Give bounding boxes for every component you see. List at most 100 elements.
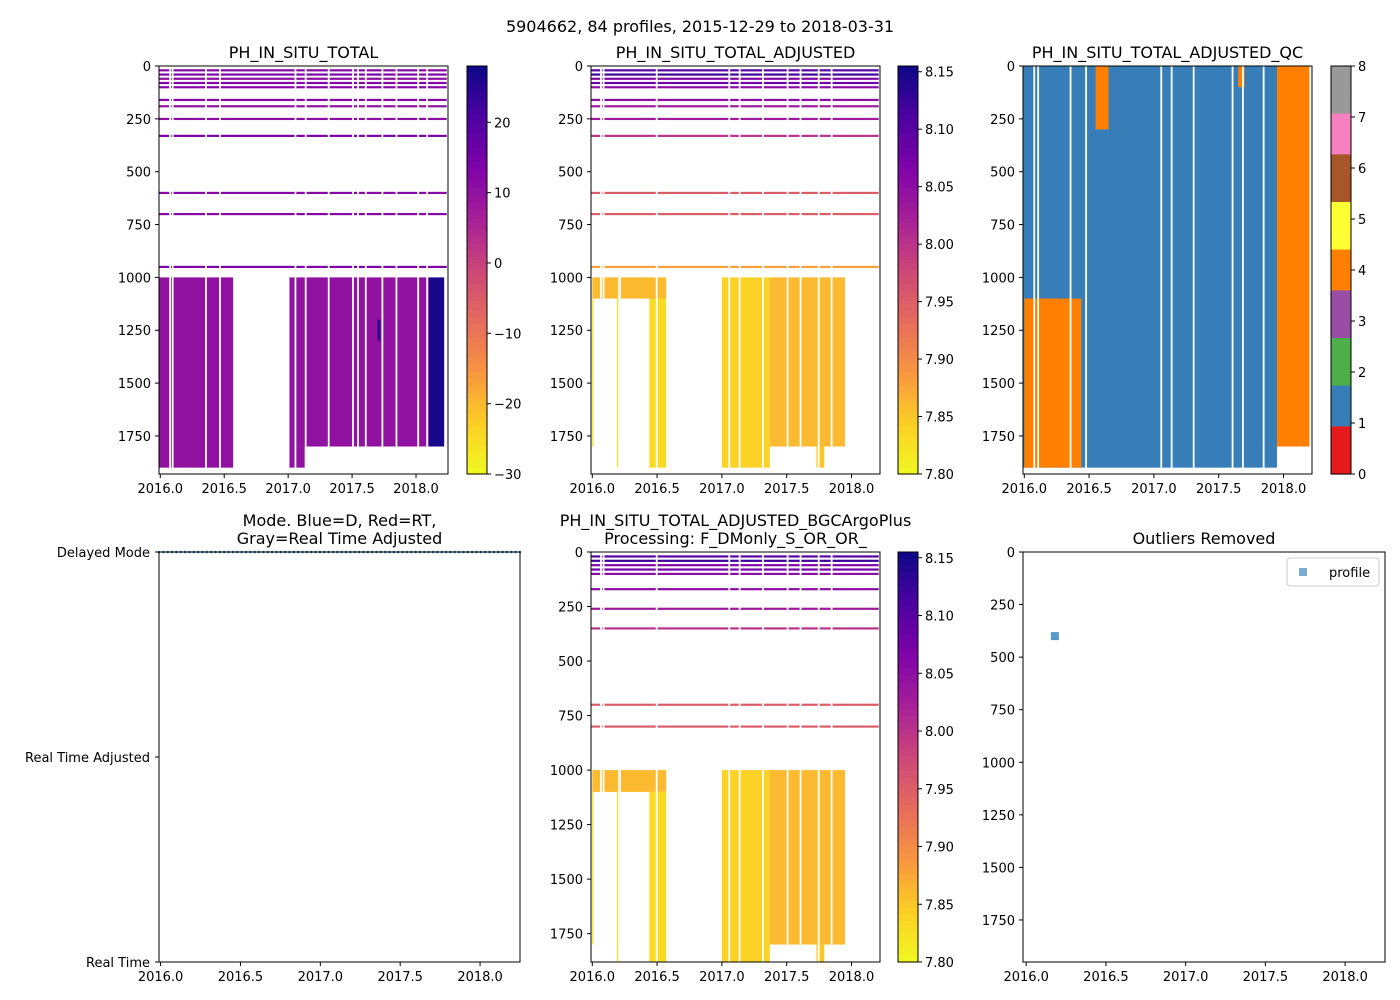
p3-colorbar-segment	[1331, 440, 1351, 448]
p2-colorbar-segment	[898, 317, 918, 325]
p5-colorbar-segment	[898, 668, 918, 676]
p2-band	[591, 265, 879, 269]
p1-colorbar-segment	[467, 93, 487, 101]
p5-axes: 2016.0 2016.5 2017.0 2017.5 2018.0 0 250 500 750…	[550, 546, 881, 985]
p1-band	[159, 69, 447, 72]
p4-frame	[158, 551, 521, 963]
p3-colorbar-segment	[1331, 467, 1351, 475]
p3-colorbar-segment	[1331, 120, 1351, 128]
p1-colorbar-segment	[467, 324, 487, 332]
p1-band	[159, 212, 447, 216]
p2-xtick-label: 2017.5	[764, 482, 810, 497]
p4-plot-area: 2016.0 2016.5 2017.0 2017.5 2018.0 Real Time R…	[25, 546, 522, 985]
p2-colorbar-label: 8.05	[925, 181, 954, 196]
p5-colorbar-segment	[898, 941, 918, 949]
p5-colorbar-segment	[898, 757, 918, 765]
p1-colorbar-segment	[467, 79, 487, 87]
p1-colorbar-segment	[467, 161, 487, 169]
p5-band	[591, 607, 879, 610]
p3-colorbar-segment	[1331, 127, 1351, 135]
p1-colorbar-segment	[467, 358, 487, 366]
p5-colorbar-segment	[898, 634, 918, 642]
p5-colorbar-segment	[898, 866, 918, 874]
p5-frame	[590, 551, 881, 963]
p5-colorbar-segment	[898, 558, 918, 567]
p6-ytick-label: 1250	[982, 809, 1015, 824]
p1-colorbar-segment	[467, 365, 487, 373]
p1-colorbar-segment	[467, 372, 487, 380]
p5-colorbar-segment	[898, 839, 918, 847]
p1-band	[159, 77, 447, 80]
p3-ytick-label: 500	[990, 166, 1015, 181]
p5-colorbar-segment	[898, 579, 918, 587]
p2-ytick-label: 1250	[550, 324, 583, 339]
p1-marks	[159, 66, 447, 474]
p4-ytick-label: Delayed Mode	[57, 546, 150, 561]
p5-colorbar-label: 7.90	[925, 841, 954, 856]
p2-band	[591, 117, 879, 121]
p5-profile-gap	[799, 552, 802, 962]
p2-profile-gap	[786, 66, 789, 474]
p5-colorbar-segment	[898, 695, 918, 703]
p2-region	[816, 446, 825, 468]
p2-colorbar-segment	[898, 426, 918, 434]
p1-colorbar-segment	[467, 270, 487, 278]
p3-colorbar-segment	[1331, 310, 1351, 319]
p1-colorbar-label: −20	[494, 398, 521, 413]
p2-colorbar-segment	[898, 106, 918, 115]
p3-profile-gap	[1231, 66, 1234, 474]
p1-profile-gap	[417, 66, 420, 474]
p5-colorbar-segment	[898, 845, 918, 854]
p2-band	[591, 77, 879, 80]
p6-axes: 2016.0 2016.5 2017.0 2017.5 2018.0 0 250 500 750…	[982, 546, 1386, 985]
p5-colorbar-label: 7.85	[925, 898, 954, 913]
p1-plot-area	[159, 66, 447, 474]
p2-colorbar-segment	[898, 161, 918, 169]
p5-colorbar-segment	[898, 900, 918, 908]
p2-profile-gap	[830, 66, 833, 474]
p2-ytick-label: 500	[558, 166, 583, 181]
p2-colorbar-segment	[898, 134, 918, 142]
p1-colorbar-segment	[467, 120, 487, 128]
p3-colorbar-segment	[1331, 202, 1351, 210]
p2-colorbar-segment	[898, 338, 918, 346]
p3-colorbar-segment	[1331, 215, 1351, 223]
p2-xtick-label: 2018.0	[829, 482, 875, 497]
p1-colorbar-segment	[467, 154, 487, 162]
p1-colorbar-segment	[467, 290, 487, 298]
p2-ytick-label: 1500	[550, 377, 583, 392]
p5-colorbar-segment	[898, 606, 918, 615]
p3-ytick-label: 1500	[982, 377, 1015, 392]
p3-colorbar-segment	[1331, 365, 1351, 373]
p2-colorbar-segment	[898, 460, 918, 468]
p6-xtick-label: 2017.0	[1163, 970, 1209, 985]
p2-colorbar-segment	[898, 174, 918, 183]
p1-colorbar-label: 10	[494, 187, 511, 202]
p6-legend-marker	[1299, 568, 1307, 576]
p3-frame	[1022, 65, 1313, 475]
p5-plot-area	[591, 552, 879, 962]
p6-outlier-point	[1050, 632, 1059, 641]
p2-colorbar-segment	[898, 66, 918, 74]
p5-colorbar-segment	[898, 675, 918, 683]
p3-region	[1024, 298, 1082, 468]
p1-profile-gap	[294, 66, 297, 474]
p3-ytick-label: 250	[990, 113, 1015, 128]
p2-colorbar-segment	[898, 256, 918, 264]
p6-ytick-label: 250	[990, 599, 1015, 614]
p3-colorbar-segment	[1331, 106, 1351, 115]
p2-ytick-label: 0	[575, 60, 583, 75]
p5-xtick-label: 2017.5	[764, 970, 810, 985]
p5-colorbar-label: 7.95	[925, 783, 954, 798]
p2-colorbar-frame	[897, 65, 919, 475]
p2-colorbar-label: 7.80	[925, 468, 954, 483]
p2-colorbar-segment	[898, 195, 918, 203]
p1-colorbar-segment	[467, 283, 487, 291]
p1-profile-gap	[364, 66, 367, 474]
p1-colorbar-segment	[467, 86, 487, 94]
p3-colorbar-segment	[1331, 168, 1351, 176]
p1-colorbar-label: 0	[494, 257, 502, 272]
p5-region	[620, 770, 667, 792]
p2-ytick-label: 250	[558, 113, 583, 128]
p2-colorbar-segment	[898, 140, 918, 149]
